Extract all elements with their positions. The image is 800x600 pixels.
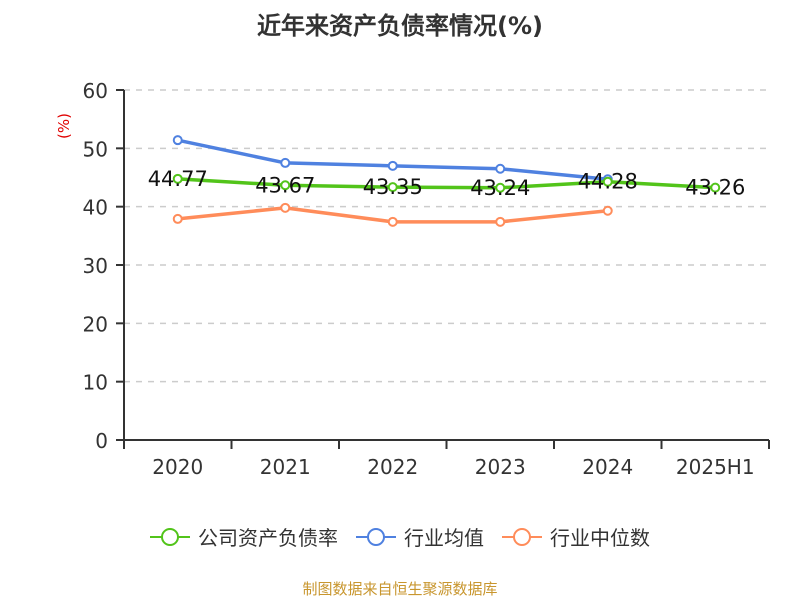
legend-item-company[interactable]: 公司资产负债率 — [150, 522, 338, 551]
data-label: 44.77 — [148, 167, 208, 191]
legend-label: 行业中位数 — [550, 526, 650, 550]
data-label: 43.26 — [685, 176, 745, 200]
x-tick-label: 2025H1 — [676, 455, 755, 479]
y-tick-label: 60 — [83, 79, 108, 103]
data-point[interactable] — [495, 216, 506, 227]
y-tick-label: 50 — [83, 137, 108, 161]
data-source-note: 制图数据来自恒生聚源数据库 — [302, 580, 498, 598]
legend-marker-icon — [150, 527, 190, 546]
y-tick-label: 40 — [83, 196, 108, 220]
y-tick-label: 10 — [83, 371, 108, 395]
data-point[interactable] — [495, 163, 506, 174]
data-point[interactable] — [172, 135, 183, 146]
data-point[interactable] — [602, 176, 613, 187]
data-point[interactable] — [172, 213, 183, 224]
data-point[interactable] — [495, 182, 506, 193]
legend-item-industry-median[interactable]: 行业中位数 — [502, 522, 650, 551]
x-tick-label: 2021 — [260, 455, 311, 479]
data-point[interactable] — [280, 180, 291, 191]
legend-marker-icon — [356, 527, 396, 546]
legend: 公司资产负债率 行业均值 行业中位数 — [0, 522, 800, 551]
data-point[interactable] — [172, 173, 183, 184]
x-tick-label: 2023 — [475, 455, 526, 479]
data-label: 43.35 — [363, 175, 423, 199]
legend-marker-icon — [502, 527, 542, 546]
data-point[interactable] — [710, 182, 721, 193]
data-point[interactable] — [280, 157, 291, 168]
x-tick-label: 2022 — [367, 455, 418, 479]
data-label: 43.24 — [470, 176, 530, 200]
series-line — [177, 138, 608, 181]
y-tick-label: 0 — [95, 429, 108, 453]
data-point[interactable] — [387, 182, 398, 193]
data-point[interactable] — [387, 216, 398, 227]
legend-item-industry-avg[interactable]: 行业均值 — [356, 522, 484, 551]
x-tick-label: 2020 — [152, 455, 203, 479]
data-point[interactable] — [280, 202, 291, 213]
series-line — [177, 177, 716, 190]
y-axis-label: (%) — [55, 113, 73, 139]
data-label: 44.28 — [578, 170, 638, 194]
legend-label: 行业均值 — [404, 526, 484, 550]
data-label: 43.67 — [255, 173, 315, 197]
legend-label: 公司资产负债率 — [198, 526, 338, 550]
data-point[interactable] — [387, 160, 398, 171]
y-tick-label: 30 — [83, 254, 108, 278]
y-tick-label: 20 — [83, 312, 108, 336]
x-tick-label: 2024 — [582, 455, 633, 479]
chart-title: 近年来资产负债率情况(%) — [257, 12, 543, 40]
data-point[interactable] — [602, 205, 613, 216]
